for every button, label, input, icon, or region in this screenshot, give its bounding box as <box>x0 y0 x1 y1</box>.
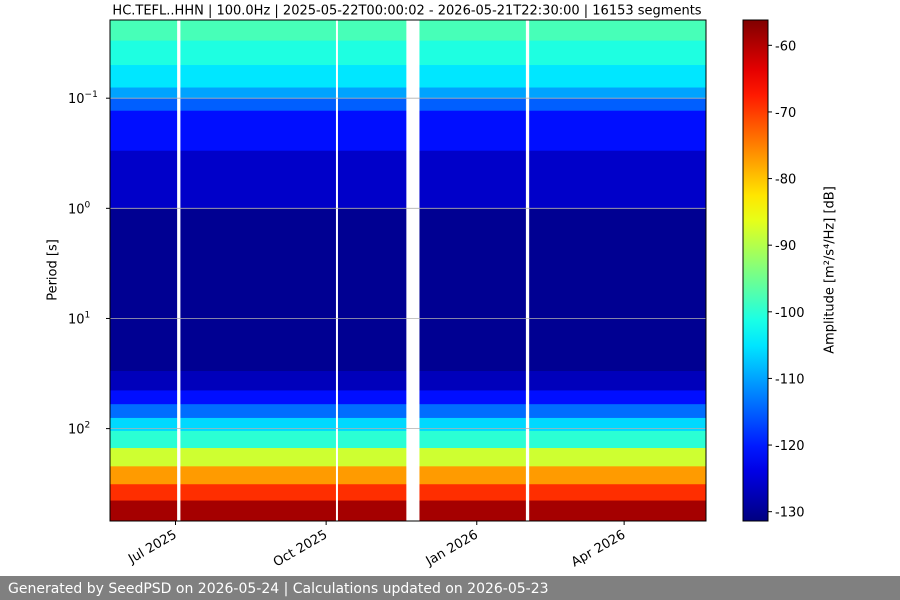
y-tick-base: 10 <box>68 312 85 327</box>
y-tick-label: 102 <box>68 421 90 438</box>
colorbar-tick-label: -110 <box>775 372 805 387</box>
colorbar-tick-label: -130 <box>775 506 805 521</box>
plot-frame <box>109 19 707 522</box>
data-gap <box>406 20 420 521</box>
data-gap <box>335 20 338 521</box>
colorbar-tick-label: -90 <box>775 239 796 254</box>
y-tick-base: 10 <box>68 423 85 438</box>
data-gap <box>177 20 181 521</box>
y-axis-label: Period [s] <box>46 239 61 301</box>
x-tick-label: Apr 2026 <box>569 527 628 570</box>
x-tick-label: Oct 2025 <box>271 527 330 570</box>
colorbar-tick-label: -60 <box>775 39 796 54</box>
y-tick-base: 10 <box>68 202 85 217</box>
y-tick-exponent: 0 <box>85 200 91 210</box>
data-gap <box>525 20 530 521</box>
y-tick-exponent: −1 <box>85 90 98 100</box>
colorbar-tick-label: -120 <box>775 439 805 454</box>
y-tick-label: 100 <box>68 200 91 217</box>
colorbar-tick-label: -100 <box>775 306 805 321</box>
x-tick-label: Jan 2026 <box>423 527 481 569</box>
colorbar-tick-label: -80 <box>775 173 796 188</box>
footer-bar <box>0 576 900 600</box>
colorbar-tick-label: -70 <box>775 106 796 121</box>
y-tick-label: 101 <box>68 310 90 327</box>
y-tick-exponent: 1 <box>85 310 91 320</box>
x-tick-label: Jul 2025 <box>125 527 179 567</box>
y-tick-label: 10−1 <box>68 90 98 107</box>
colorbar <box>742 19 769 522</box>
y-tick-base: 10 <box>68 92 85 107</box>
chart-title: HC.TEFL..HHN | 100.0Hz | 2025-05-22T00:0… <box>112 4 701 19</box>
footer-text: Generated by SeedPSD on 2026-05-24 | Cal… <box>8 581 549 597</box>
colorbar-label: Amplitude [m²/s⁴/Hz] [dB] <box>823 186 838 354</box>
y-tick-exponent: 2 <box>85 421 91 431</box>
